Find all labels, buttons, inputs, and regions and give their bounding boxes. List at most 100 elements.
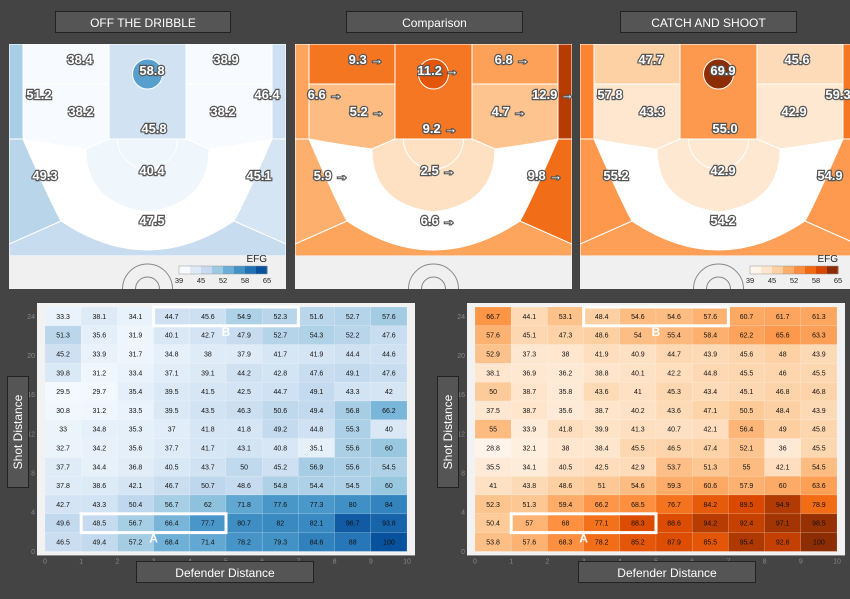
heatmap-cell-label: 52.7 [346,314,360,321]
zone-label-three_left_corner: 55.2 [603,168,628,183]
heatmap-cell-label: 92.4 [740,521,754,528]
heatmap-cell-label: 45.5 [812,370,826,377]
zone-mid_center [656,138,781,213]
heatmap-cell-label: 29.5 [56,389,70,396]
highlight-box-A [509,512,658,535]
heatmap-cell-label: 38.1 [486,370,500,377]
heatmap-cell-label: 51 [598,483,606,490]
heatmap-cell-label: 62.2 [740,333,754,340]
heatmap-cell-label: 94.9 [776,502,790,509]
heatmap-cell-label: 38.7 [522,389,536,396]
heatmap-cell-label: 48 [779,352,787,359]
heatmap-cell-label: 44.4 [346,352,360,359]
heatmap-cell-label: 54.3 [310,333,324,340]
zone-label-mid_left: 38.2 [68,104,93,119]
efg-legend-tick: 45 [768,276,776,285]
heatmap-cell-label: 50.6 [273,408,287,415]
heatmap-cell-label: 92.6 [776,540,790,547]
efg-legend-swatch [256,266,268,274]
heatmap-cell-label: 50.4 [129,502,143,509]
free-throw-arc [117,138,178,170]
zone-mid_left_corner [593,44,681,85]
efg-legend-swatch [212,266,224,274]
heatmap-cell-label: 35.4 [129,389,143,396]
zone-base_left [9,44,24,140]
heatmap-cell-label: 66.2 [595,502,609,509]
heatmap-cell-label: 68 [562,521,570,528]
heatmap-cell-label: 55.3 [346,427,360,434]
efg-legend-swatch [772,266,784,274]
heatmap-cell-label: 45.6 [740,352,754,359]
zone-mid_left_corner [22,44,110,85]
heatmap-cell [370,344,408,364]
heatmap-cell-label: 47.6 [382,370,396,377]
heatmap-cell-label: 89.5 [740,502,754,509]
off-the-dribble-heatmap: 33.3 38.1 34.1 44.7 45.6 54.9 52.3 51.6 52.7 57.6… [27,303,415,565]
heatmap-cell-label: 52.2 [346,333,360,340]
heatmap-cell-label: 36.2 [559,370,573,377]
heatmap-cell-label: 80 [349,502,357,509]
heatmap-cell-label: 45.6 [201,314,215,321]
zone-three_left_corner [9,138,62,245]
heatmap-cell-label: 66.2 [382,408,396,415]
heatmap-cell-label: 54.4 [310,483,324,490]
heatmap-cell-label: 34.8 [92,427,106,434]
heatmap-cell-label: 46.7 [165,483,179,490]
heatmap-cell-label: 47.1 [703,408,717,415]
heatmap-cell-label: 36.9 [522,370,536,377]
heatmap-cell-label: 45.3 [667,389,681,396]
heatmap-cell-label: 38 [204,352,212,359]
heatmap-cell-label: 51.6 [310,314,324,321]
highlight-label-A: A [579,532,588,546]
zone-label-base_right: 59.3 [825,87,850,102]
heatmap-cell-label: 42 [385,389,393,396]
heatmap-cell-label: 71.8 [237,502,251,509]
heatmap-cell-label: 57 [525,521,533,528]
zone-label-base_right: 46.4 [254,87,280,102]
heatmap-cell-label: 49.1 [346,370,360,377]
zone-label-rim: 11.2 → [417,63,458,78]
heatmap-cell-label: 47.9 [237,333,251,340]
heatmap-cell-label: 41.9 [310,352,324,359]
comparison-header: Comparison [346,11,523,33]
heatmap-cell-label: 71.4 [201,540,215,547]
heatmap-x-tick: 2 [545,558,549,565]
heatmap-cell-label: 30.8 [56,408,70,415]
heatmap-cell-label: 44.6 [382,352,396,359]
heatmap-cell-label: 43.6 [595,389,609,396]
heatmap-cell-label: 44.7 [667,352,681,359]
heatmap-cell-label: 31.9 [129,333,143,340]
heatmap-cell-label: 43.3 [346,389,360,396]
heatmap-cell-label: 45.5 [631,446,645,453]
zone-label-mid_right: 4.7 → [492,104,527,119]
zone-label-three_left_corner: 5.9 → [314,168,349,183]
heatmap-y-tick: 12 [457,431,465,438]
heatmap-cell-label: 61.3 [812,314,826,321]
heatmap-cell-label: 52.3 [273,314,287,321]
paint-lines [394,44,473,140]
heatmap-cell-label: 68.5 [631,502,645,509]
heatmap-cell-label: 57.9 [740,483,754,490]
heatmap-cell-label: 56.7 [129,521,143,528]
efg-legend-swatch [223,266,235,274]
heatmap-cell-label: 41.5 [201,389,215,396]
comparison-court-chart: 6.6 → 5.9 → 9.8 → 6.6 → 12.9 → 9.3 → 6.8 → 5.2 … [295,44,572,289]
heatmap-cell-label: 42.9 [631,464,645,471]
zone-three_right_corner [804,138,850,242]
heatmap-y-tick: 16 [27,392,35,399]
heatmap-cell-label: 37 [168,427,176,434]
heatmap-cell-label: 45.5 [812,446,826,453]
heatmap-cell-label: 35.3 [129,427,143,434]
heatmap-cell-label: 54.6 [667,314,681,321]
efg-legend-swatch [190,266,202,274]
heatmap-cell-label: 38.4 [595,446,609,453]
heatmap-x-tick: 0 [473,558,477,565]
heatmap-cell [370,532,408,552]
heatmap-cell-label: 41.8 [237,427,251,434]
heatmap-cell-label: 68.4 [165,540,179,547]
heatmap-cell-label: 47.3 [559,333,573,340]
highlight-label-B: B [222,325,231,339]
heatmap-cell-label: 29.7 [92,389,106,396]
heatmap-cell-label: 43.1 [237,446,251,453]
zone-label-base_left: 57.8 [597,87,622,102]
